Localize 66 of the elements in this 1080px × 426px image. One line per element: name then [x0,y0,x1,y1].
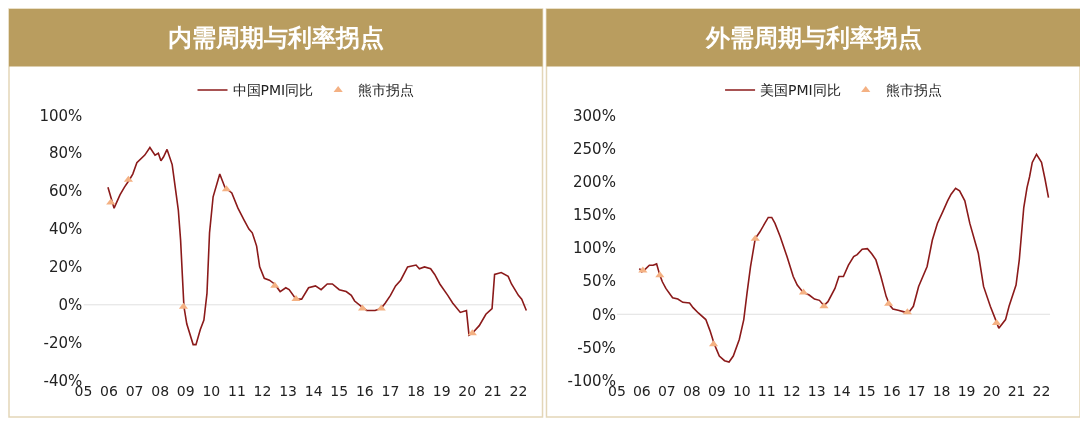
y-tick-label: 100% [573,239,616,258]
y-tick-label: 250% [573,139,616,158]
legend-label: 熊市拐点 [358,82,415,99]
x-tick-label: 06 [100,382,118,399]
x-tick-label: 12 [782,382,801,399]
line-series [107,146,528,346]
point [655,271,665,278]
chart-title: 外需周期与利率拐点 [705,24,922,52]
point [376,304,386,311]
x-tick-label: 21 [1007,382,1026,399]
x-tick-label: 08 [682,382,701,399]
x-tick-label: 19 [957,382,976,399]
point [467,329,477,336]
y-tick-label: 200% [573,172,616,191]
y-tick-label: 80% [49,144,83,163]
x-tick-label: 07 [657,382,676,399]
x-tick-label: 11 [228,382,246,399]
y-tick-label: 50% [582,272,616,291]
x-tick-label: 13 [807,382,826,399]
x-tick-label: 18 [407,382,425,399]
x-tick-label: 17 [907,382,926,399]
x-tick-label: 16 [882,382,901,399]
x-tick-label: 19 [432,382,451,399]
point [638,266,648,273]
x-tick-label: 11 [757,382,776,399]
x-tick-label: 18 [932,382,951,399]
point [270,281,280,288]
x-tick-label: 09 [707,382,726,399]
x-tick-label: 13 [279,382,298,399]
y-tick-label: 150% [573,206,616,225]
x-tick-label: 22 [509,382,528,399]
chart-title: 内需周期与利率拐点 [168,24,384,52]
x-tick-label: 12 [253,382,272,399]
y-tick-label: 0% [58,296,83,315]
x-tick-label: 15 [857,382,876,399]
x-tick-label: 06 [632,382,651,399]
point [902,308,912,315]
x-tick-label: 14 [832,382,851,399]
y-tick-label: 300% [573,106,616,125]
y-tick-label: 0% [592,305,616,324]
x-tick-label: 10 [202,382,221,399]
line-series [638,153,1050,363]
y-tick-label: 20% [49,258,83,277]
legend-label: 美国PMI同比 [760,82,841,99]
x-tick-label: 08 [151,382,170,399]
point [291,295,301,302]
x-tick-label: 09 [176,382,195,399]
y-tick-label: 40% [49,220,83,239]
x-tick-label: 07 [125,382,144,399]
point [884,299,894,306]
point [750,234,760,241]
y-tick-label: 60% [49,182,83,201]
y-tick-label: -20% [43,333,83,352]
x-tick-label: 22 [1032,382,1051,399]
x-tick-label: 17 [381,382,400,399]
legend-label: 中国PMI同比 [232,82,314,99]
x-tick-label: 14 [304,382,323,399]
x-tick-label: 20 [458,382,477,399]
x-tick-label: 21 [483,382,502,399]
y-tick-label: 100% [39,106,83,125]
x-tick-label: 15 [330,382,349,399]
legend-label: 熊市拐点 [885,82,942,99]
x-tick-label: 20 [982,382,1001,399]
x-tick-label: 16 [355,382,374,399]
y-tick-label: -50% [577,338,616,357]
x-tick-label: 10 [732,382,751,399]
